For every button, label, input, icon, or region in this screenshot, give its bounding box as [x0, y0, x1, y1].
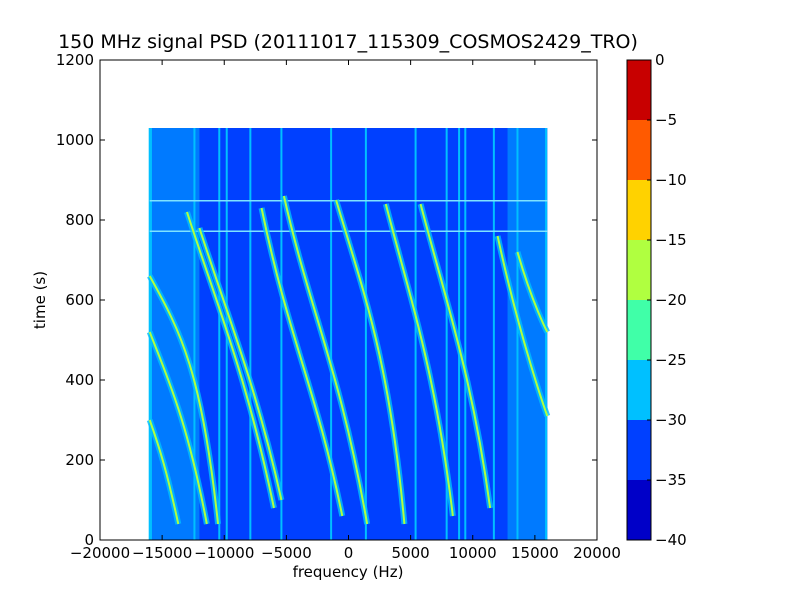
y-axis: 0 200 400 600 800 1000 1200: [56, 51, 597, 549]
colorbar-tick-label: −35: [655, 471, 687, 489]
x-tick-label: 15000: [511, 544, 559, 562]
trace-curve: [419, 203, 492, 509]
x-tick-label: 20000: [573, 544, 621, 562]
y-tick-label: 800: [65, 211, 94, 229]
colorbar: −40 −35 −30 −25 −20 −15 −10 −5 0: [626, 51, 687, 549]
trace-curve: [186, 211, 275, 509]
colorbar-band: [627, 480, 651, 540]
x-tick-label: −15000: [132, 544, 192, 562]
colorbar-band: [627, 240, 651, 300]
trace-curve: [148, 331, 208, 525]
colorbar-tick-label: −40: [655, 531, 687, 549]
x-tick-label: 5000: [392, 544, 430, 562]
colorbar-band: [627, 120, 651, 180]
trace-curve: [198, 227, 283, 501]
x-tick-label: 0: [344, 544, 354, 562]
x-tick-label: 10000: [449, 544, 497, 562]
colorbar-tick-label: −15: [655, 231, 687, 249]
trace-curve: [148, 275, 220, 525]
trace-curve: [496, 235, 549, 417]
y-tick-label: 200: [65, 451, 94, 469]
colorbar-band: [627, 60, 651, 120]
y-tick-label: 0: [84, 531, 94, 549]
x-tick-label: −20000: [70, 544, 130, 562]
y-tick-label: 1000: [56, 131, 94, 149]
colorbar-tick-label: −30: [655, 411, 687, 429]
colorbar-tick-label: −10: [655, 171, 687, 189]
y-axis-label: time (s): [31, 271, 49, 329]
colorbar-band: [627, 360, 651, 420]
x-tick-label: −5000: [261, 544, 312, 562]
noise-band: [507, 128, 548, 540]
x-axis: −20000 −15000 −10000 −5000 0 5000 10000 15000 20…: [70, 60, 621, 562]
trace-curve: [260, 207, 344, 517]
trace-curve: [335, 199, 406, 525]
noise-band: [149, 128, 200, 540]
colorbar-tick-label: −20: [655, 291, 687, 309]
chart-title: 150 MHz signal PSD (20111017_115309_COSM…: [58, 31, 638, 53]
colorbar-tick-label: 0: [655, 51, 665, 69]
colorbar-tick-label: −5: [655, 111, 677, 129]
colorbar-band: [627, 420, 651, 480]
trace-curve: [282, 195, 369, 525]
psd-background: [149, 128, 548, 540]
colorbar-tick-label: −25: [655, 351, 687, 369]
trace-curve: [148, 419, 180, 525]
y-tick-label: 400: [65, 371, 94, 389]
trace-curve: [516, 251, 549, 333]
trace-curve: [384, 203, 454, 517]
colorbar-band: [627, 180, 651, 240]
x-axis-label: frequency (Hz): [293, 563, 404, 581]
colorbar-band: [627, 300, 651, 360]
x-tick-label: −10000: [194, 544, 254, 562]
y-tick-label: 1200: [56, 51, 94, 69]
plot-area: [99, 59, 598, 541]
y-tick-label: 600: [65, 291, 94, 309]
